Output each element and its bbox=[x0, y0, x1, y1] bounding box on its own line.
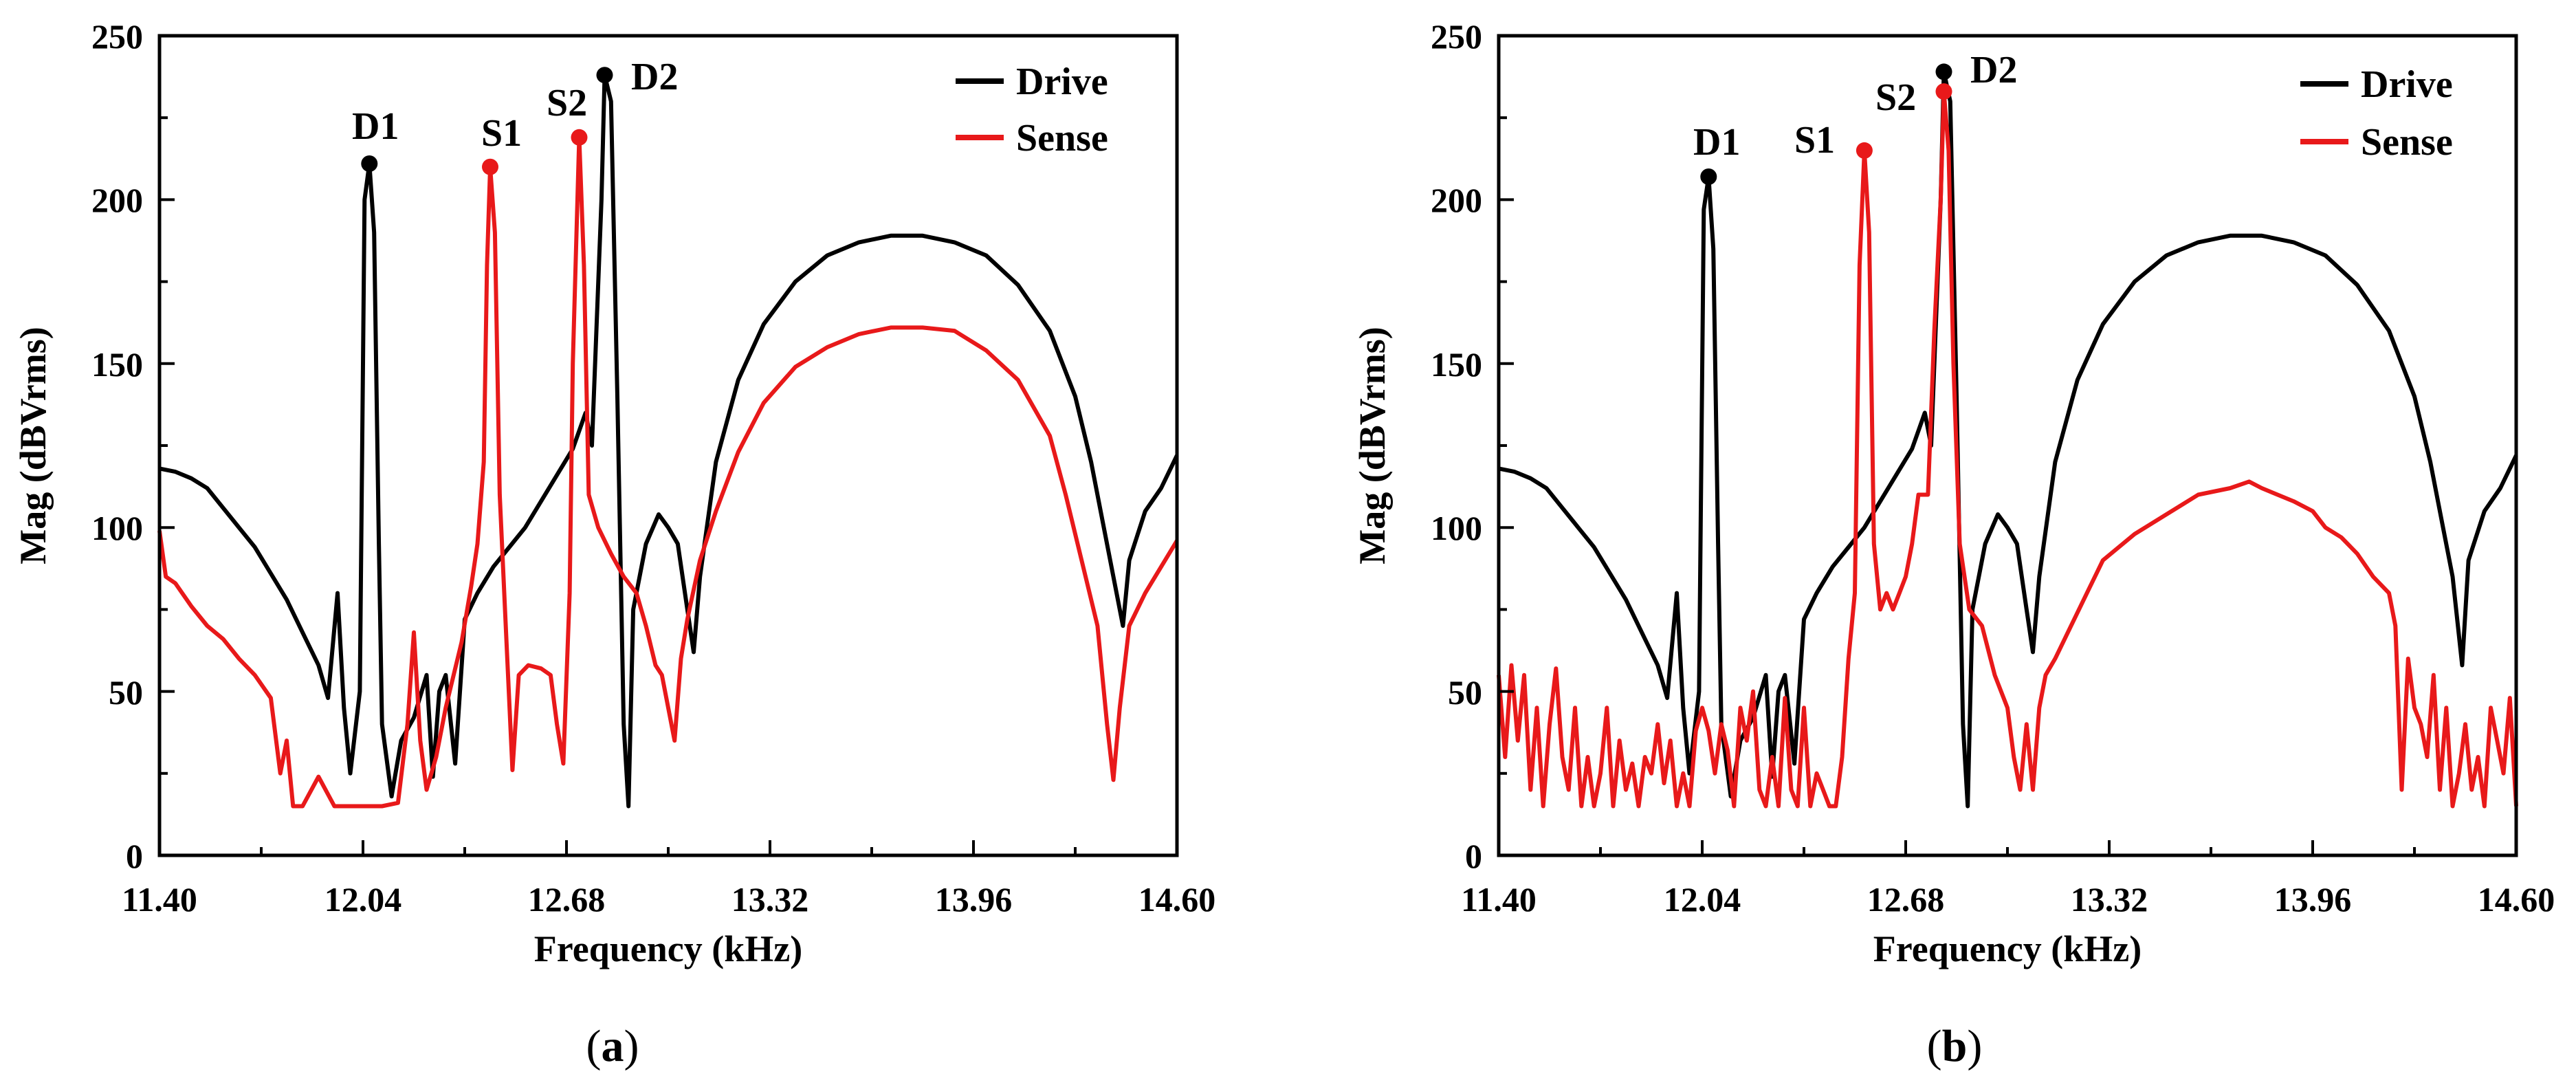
chart-a-series-drive-line bbox=[159, 73, 1179, 809]
chart-a-series-sense-line bbox=[157, 135, 1179, 809]
chart-a-annotation-d2: D2 bbox=[631, 56, 678, 98]
chart-b-legend: Drive Sense bbox=[2300, 63, 2453, 164]
chart-panel-b: 11.40 12.04 12.68 13.32 13.96 14.60 0 50… bbox=[1352, 17, 2555, 1071]
chart-b-annotation-d2: D2 bbox=[1970, 49, 2017, 91]
chart-b-peak-marker-d1 bbox=[1700, 168, 1717, 185]
chart-b-annotation-s2: S2 bbox=[1875, 76, 1916, 119]
chart-b-annotations: D1 S1 S2 D2 bbox=[1693, 49, 2017, 185]
chart-b-y-tick-label: 150 bbox=[1431, 345, 1482, 384]
chart-a-x-tick-label: 12.04 bbox=[324, 880, 402, 919]
chart-b-series-sense-line bbox=[1497, 89, 2518, 809]
chart-a-y-tick-label: 100 bbox=[91, 509, 143, 547]
chart-a-x-tick-label: 14.60 bbox=[1138, 880, 1216, 919]
chart-b-annotation-s1: S1 bbox=[1794, 119, 1835, 162]
chart-a-annotations: D1 S1 S2 D2 bbox=[352, 56, 678, 175]
chart-b-x-tick-label: 12.68 bbox=[1867, 880, 1945, 919]
chart-a-y-tick-label: 200 bbox=[91, 181, 143, 219]
chart-b-legend-sense-label: Sense bbox=[2361, 121, 2453, 164]
chart-b-peak-marker-s1 bbox=[1856, 142, 1873, 159]
chart-b-x-tick-label: 14.60 bbox=[2478, 880, 2555, 919]
chart-a-series bbox=[157, 73, 1179, 809]
chart-b-x-tick-label: 13.32 bbox=[2071, 880, 2148, 919]
chart-b-y-tick-label: 250 bbox=[1431, 17, 1482, 56]
chart-b-x-tick-label: 12.04 bbox=[1664, 880, 1741, 919]
chart-a-annotation-s1: S1 bbox=[481, 112, 522, 155]
chart-a-annotation-d1: D1 bbox=[352, 105, 399, 148]
chart-a-peak-marker-s1 bbox=[482, 158, 498, 175]
chart-a-panel-label: (a) bbox=[586, 1021, 639, 1071]
chart-b-x-tick-labels: 11.40 12.04 12.68 13.32 13.96 14.60 bbox=[1461, 880, 2555, 919]
chart-a-y-axis-label: Mag (dBVrms) bbox=[12, 327, 54, 564]
chart-a-y-tick-label: 50 bbox=[109, 673, 143, 712]
chart-a-panel-letter: a bbox=[602, 1021, 624, 1071]
chart-b-peak-marker-s2 bbox=[1935, 83, 1952, 100]
chart-a-x-tick-label: 12.68 bbox=[528, 880, 606, 919]
chart-b-annotation-d1: D1 bbox=[1693, 121, 1740, 164]
chart-b-series-drive-line bbox=[1498, 69, 2518, 809]
chart-a-y-tick-label: 150 bbox=[91, 345, 143, 384]
chart-b-x-tick-label: 11.40 bbox=[1461, 880, 1537, 919]
chart-a-legend-sense-label: Sense bbox=[1016, 117, 1108, 160]
chart-b-y-tick-labels: 0 50 100 150 200 250 bbox=[1431, 17, 1482, 875]
chart-a-annotation-s2: S2 bbox=[547, 82, 587, 124]
chart-a-legend: Drive Sense bbox=[956, 61, 1108, 160]
chart-b-legend-drive-label: Drive bbox=[2361, 63, 2453, 106]
chart-a-peak-marker-d2 bbox=[596, 67, 613, 84]
chart-b-peak-marker-d2 bbox=[1935, 63, 1952, 80]
chart-b-x-axis-label: Frequency (kHz) bbox=[1873, 928, 2142, 969]
chart-b-y-tick-label: 100 bbox=[1431, 509, 1482, 547]
chart-a-x-axis-label: Frequency (kHz) bbox=[534, 928, 802, 969]
chart-b-y-axis-label: Mag (dBVrms) bbox=[1352, 327, 1393, 564]
chart-a-y-tick-labels: 0 50 100 150 200 250 bbox=[91, 17, 143, 875]
chart-a-x-tick-label: 13.96 bbox=[935, 880, 1013, 919]
chart-a-x-tick-label: 13.32 bbox=[731, 880, 809, 919]
chart-a-x-tick-label: 11.40 bbox=[122, 880, 197, 919]
chart-panel-a: 11.40 12.04 12.68 13.32 13.96 14.60 0 50… bbox=[12, 17, 1215, 1071]
chart-a-peak-marker-s2 bbox=[571, 129, 588, 146]
chart-a-x-tick-labels: 11.40 12.04 12.68 13.32 13.96 14.60 bbox=[122, 880, 1215, 919]
chart-a-legend-drive-label: Drive bbox=[1016, 61, 1108, 103]
chart-b-x-tick-label: 13.96 bbox=[2274, 880, 2352, 919]
chart-b-panel-letter: b bbox=[1942, 1021, 1968, 1071]
chart-b-series bbox=[1497, 69, 2518, 809]
chart-a-y-tick-label: 0 bbox=[126, 837, 143, 875]
chart-a-peak-marker-d1 bbox=[361, 155, 378, 172]
chart-b-y-tick-label: 200 bbox=[1431, 181, 1482, 219]
chart-b-y-tick-label: 50 bbox=[1448, 673, 1482, 712]
chart-b-plot-frame bbox=[1497, 34, 2518, 857]
chart-a-plot-frame bbox=[157, 34, 1179, 857]
chart-b-y-tick-label: 0 bbox=[1465, 837, 1482, 875]
chart-b-panel-label: (b) bbox=[1927, 1021, 1983, 1071]
chart-a-y-tick-label: 250 bbox=[91, 17, 143, 56]
